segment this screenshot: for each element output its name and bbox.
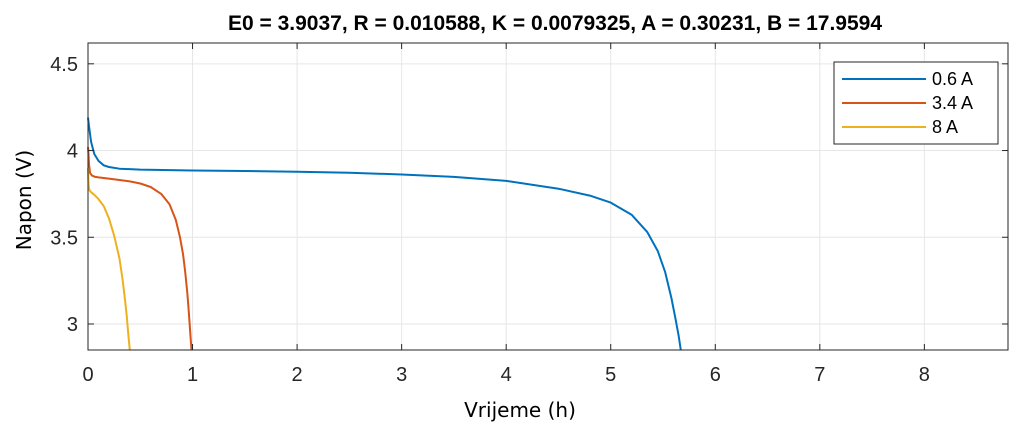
y-tick-label: 4 bbox=[67, 141, 78, 163]
legend: 0.6 A 3.4 A 8 A bbox=[833, 61, 999, 145]
series-line-1 bbox=[87, 117, 682, 351]
y-tick-label: 4.5 bbox=[50, 54, 78, 76]
axes bbox=[87, 42, 1009, 351]
y-axis-label: Napon (V) bbox=[12, 150, 36, 250]
chart-title: E0 = 3.9037, R = 0.010588, K = 0.0079325… bbox=[228, 12, 882, 35]
series-line-3 bbox=[87, 167, 131, 351]
x-tick-label: 6 bbox=[710, 364, 721, 386]
x-tick-label: 2 bbox=[292, 364, 303, 386]
x-tick-label: 7 bbox=[814, 364, 825, 386]
x-tick-label: 0 bbox=[82, 364, 93, 386]
legend-entry: 0.6 A bbox=[932, 69, 973, 89]
x-tick-label: 5 bbox=[605, 364, 616, 386]
x-tick-label: 1 bbox=[187, 364, 198, 386]
x-axis-label: Vrijeme (h) bbox=[464, 398, 576, 422]
y-tick-label: 3.5 bbox=[50, 227, 78, 249]
x-tick-label: 4 bbox=[501, 364, 512, 386]
axes-box bbox=[87, 42, 1009, 351]
series-line-2 bbox=[87, 147, 193, 351]
x-tick-label: 3 bbox=[396, 364, 407, 386]
series-layer bbox=[87, 117, 682, 351]
grid bbox=[87, 43, 1008, 350]
x-tick-label: 8 bbox=[919, 364, 930, 386]
ticks: 0 1 2 3 4 5 6 7 8 3 3.5 4 4.5 bbox=[50, 43, 1008, 386]
legend-entry: 8 A bbox=[932, 117, 958, 137]
y-tick-label: 3 bbox=[67, 314, 78, 336]
legend-entry: 3.4 A bbox=[932, 93, 973, 113]
